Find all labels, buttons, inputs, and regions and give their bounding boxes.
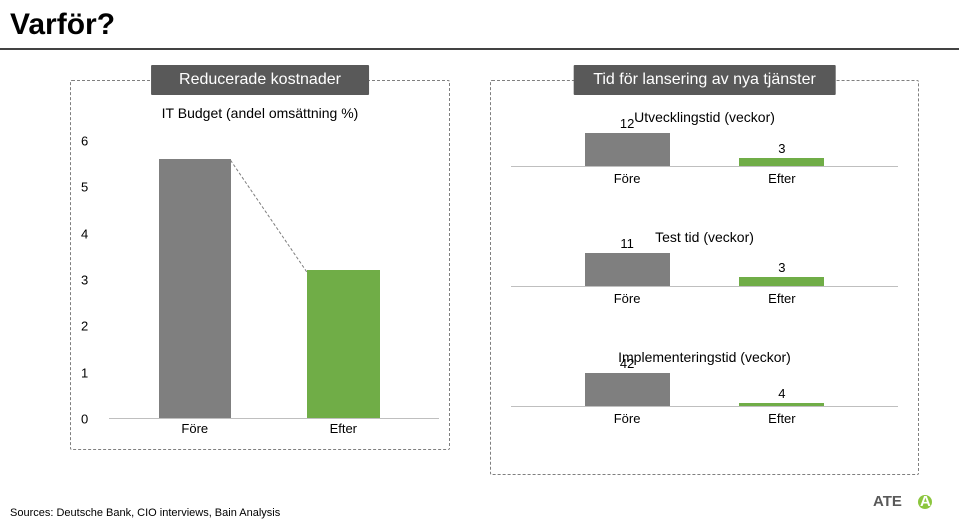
y-tick: 4 bbox=[81, 226, 88, 241]
mini-value: 4 bbox=[778, 386, 785, 401]
mini-xlabel: Före bbox=[614, 411, 641, 426]
left-panel: Reducerade kostnader IT Budget (andel om… bbox=[70, 80, 450, 450]
y-tick: 2 bbox=[81, 319, 88, 334]
mini-chart: Utvecklingstid (veckor)123FöreEfter bbox=[511, 109, 898, 219]
mini-value: 3 bbox=[778, 260, 785, 275]
x-label: Före bbox=[181, 421, 208, 436]
y-tick: 0 bbox=[81, 412, 88, 427]
right-panel: Tid för lansering av nya tjänster Utveck… bbox=[490, 80, 919, 475]
y-tick: 1 bbox=[81, 365, 88, 380]
right-column: Tid för lansering av nya tjänster Utveck… bbox=[490, 70, 919, 470]
mini-xlabel: Efter bbox=[768, 291, 795, 306]
mini-bar bbox=[739, 403, 824, 406]
right-body: Utvecklingstid (veckor)123FöreEfterTest … bbox=[511, 109, 898, 464]
mini-bars: 113 bbox=[511, 253, 898, 287]
mini-value: 11 bbox=[620, 236, 634, 251]
callout-line bbox=[230, 160, 307, 272]
mini-xlabel: Före bbox=[614, 171, 641, 186]
mini-xlabel: Efter bbox=[768, 171, 795, 186]
page-title: Varför? bbox=[0, 0, 959, 42]
mini-bar bbox=[585, 133, 670, 166]
y-tick: 3 bbox=[81, 273, 88, 288]
bar-före bbox=[159, 159, 232, 418]
title-underline bbox=[0, 48, 959, 50]
right-banner: Tid för lansering av nya tjänster bbox=[573, 65, 836, 95]
mini-xlabels: Före Efter bbox=[511, 291, 898, 309]
mini-value: 12 bbox=[620, 116, 634, 131]
mini-bar bbox=[739, 158, 824, 166]
mini-bars: 424 bbox=[511, 373, 898, 407]
mini-bars: 123 bbox=[511, 133, 898, 167]
mini-bar bbox=[585, 373, 670, 406]
y-tick: 5 bbox=[81, 180, 88, 195]
left-chart-title: IT Budget (andel omsättning %) bbox=[71, 105, 449, 121]
mini-chart-title: Utvecklingstid (veckor) bbox=[511, 109, 898, 125]
columns: Reducerade kostnader IT Budget (andel om… bbox=[70, 70, 919, 470]
mini-chart: Test tid (veckor)113FöreEfter bbox=[511, 229, 898, 339]
mini-xlabels: Före Efter bbox=[511, 171, 898, 189]
left-column: Reducerade kostnader IT Budget (andel om… bbox=[70, 70, 450, 450]
mini-bar bbox=[585, 253, 670, 286]
mini-xlabel: Efter bbox=[768, 411, 795, 426]
left-x-labels: Före Efter bbox=[109, 421, 439, 441]
y-tick: 6 bbox=[81, 134, 88, 149]
source-text: Sources: Deutsche Bank, CIO interviews, … bbox=[10, 507, 280, 519]
y-axis: 0123456 bbox=[81, 141, 103, 419]
svg-text:A: A bbox=[920, 493, 931, 510]
mini-value: 3 bbox=[778, 141, 785, 156]
atea-logo: ATE A bbox=[871, 491, 941, 513]
mini-xlabel: Före bbox=[614, 291, 641, 306]
mini-chart: Implementeringstid (veckor)424FöreEfter bbox=[511, 349, 898, 459]
left-chart: 0123456 FöreEfter bbox=[81, 141, 439, 419]
content-area: Reducerade kostnader IT Budget (andel om… bbox=[0, 60, 959, 523]
svg-text:ATE: ATE bbox=[873, 493, 902, 510]
left-plot-area bbox=[109, 141, 439, 419]
mini-chart-title: Implementeringstid (veckor) bbox=[511, 349, 898, 365]
x-label: Efter bbox=[330, 421, 357, 436]
mini-value: 42 bbox=[620, 356, 634, 371]
bar-efter bbox=[307, 270, 380, 418]
mini-xlabels: Före Efter bbox=[511, 411, 898, 429]
mini-chart-title: Test tid (veckor) bbox=[511, 229, 898, 245]
left-banner: Reducerade kostnader bbox=[151, 65, 369, 95]
mini-bar bbox=[739, 277, 824, 286]
